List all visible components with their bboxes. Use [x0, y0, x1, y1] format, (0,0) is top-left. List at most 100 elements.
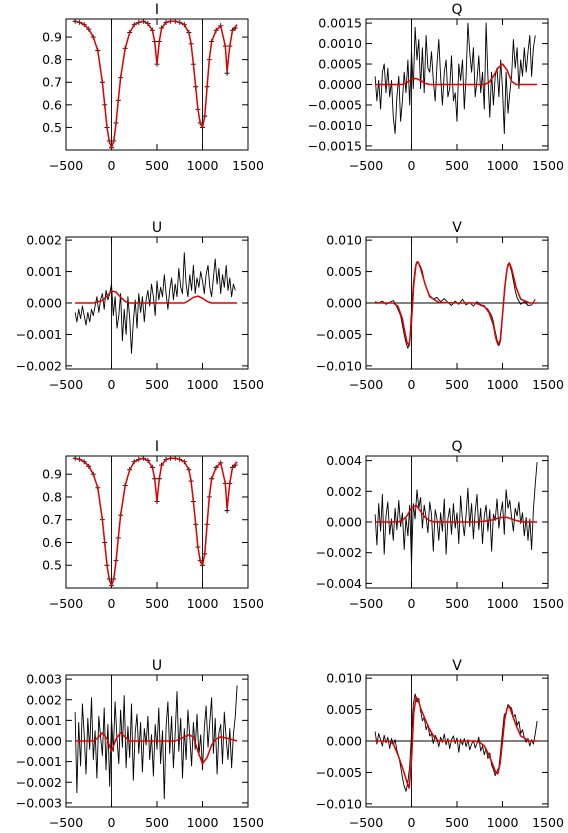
- observed-series-line: [74, 685, 238, 800]
- panel-3-u: U −500 0 500 1000 1500 −0.002 −0.001 0.000 0.001 0…: [16, 220, 264, 392]
- x-tick-label: −500: [349, 596, 383, 611]
- y-tick-label: 0.5: [42, 120, 62, 135]
- x-tick-label: 1000: [187, 377, 219, 392]
- x-tick-label: −500: [49, 815, 83, 829]
- observed-series-line: [374, 693, 538, 792]
- y-tick-label: −0.002: [16, 358, 62, 373]
- x-tick-label: 1000: [187, 815, 219, 829]
- x-tick-label: 0: [108, 815, 116, 829]
- x-tick-label: 1000: [187, 158, 219, 173]
- fit-series-line: [375, 261, 538, 347]
- y-tick-label: −0.003: [16, 795, 62, 810]
- fit-series-line: [75, 290, 238, 304]
- x-tick-label: 0: [408, 377, 416, 392]
- y-tick-label: 0.000: [26, 734, 62, 749]
- y-tick-label: −0.001: [16, 754, 62, 769]
- x-tick-label: −500: [349, 158, 383, 173]
- x-tick-label: 0: [108, 377, 116, 392]
- y-tick-label: 0.9: [42, 30, 62, 45]
- fit-series-line: [74, 20, 238, 149]
- y-tick-label: 0.002: [326, 484, 362, 499]
- panel-7-u: U −500 0 500 1000 1500 −0.003 −0.002 −0.001 0.000…: [16, 658, 264, 830]
- observed-series-line: [374, 261, 536, 349]
- y-tick-label: 0.005: [326, 264, 362, 279]
- x-tick-label: 1500: [232, 596, 264, 611]
- observed-series-line: [374, 462, 538, 566]
- y-tick-label: 0.000: [326, 515, 362, 530]
- y-tick-label: −0.005: [316, 765, 362, 780]
- panel-title: U: [152, 220, 162, 236]
- y-tick-label: 0.8: [42, 489, 62, 504]
- y-tick-label: −0.002: [316, 545, 362, 560]
- fit-series-line: [375, 504, 538, 523]
- y-tick-label: 0.000: [326, 296, 362, 311]
- panel-title: V: [452, 658, 462, 674]
- y-tick-label: −0.0015: [308, 138, 362, 153]
- y-tick-label: 0.003: [26, 672, 62, 687]
- x-tick-label: 1500: [232, 158, 264, 173]
- y-tick-label: 0.6: [42, 97, 62, 112]
- panel-1-i: I −500 0 500 1000 1500 0.5 0.6 0.7 0.8 0.9: [42, 2, 264, 173]
- y-tick-label: −0.004: [316, 576, 362, 591]
- x-tick-label: 500: [445, 815, 469, 829]
- x-tick-label: 0: [408, 815, 416, 829]
- y-tick-label: −0.005: [316, 327, 362, 342]
- y-tick-label: 0.0010: [318, 36, 362, 51]
- x-tick-label: −500: [49, 377, 83, 392]
- y-tick-label: −0.002: [16, 775, 62, 790]
- y-tick-label: 0.5: [42, 558, 62, 573]
- panel-title: V: [452, 220, 462, 236]
- y-tick-label: 0.002: [26, 233, 62, 248]
- x-tick-label: 0: [108, 596, 116, 611]
- panel-title: Q: [451, 439, 462, 455]
- x-tick-label: 1000: [187, 596, 219, 611]
- y-tick-label: 0.010: [326, 671, 362, 686]
- y-tick-label: 0.001: [26, 713, 62, 728]
- x-tick-label: 1500: [532, 815, 564, 829]
- y-tick-label: 0.9: [42, 467, 62, 482]
- y-tick-label: 0.0000: [318, 77, 362, 92]
- y-tick-label: −0.001: [16, 327, 62, 342]
- y-tick-label: 0.001: [26, 264, 62, 279]
- fit-series-line: [74, 457, 238, 587]
- x-tick-label: 500: [445, 158, 469, 173]
- x-tick-label: 500: [145, 377, 169, 392]
- x-tick-label: 500: [445, 377, 469, 392]
- fit-series-line: [375, 63, 538, 86]
- x-tick-label: 0: [408, 596, 416, 611]
- y-tick-label: −0.0005: [308, 97, 362, 112]
- x-tick-label: 500: [445, 596, 469, 611]
- y-tick-label: 0.0015: [318, 16, 362, 31]
- y-tick-label: 0.7: [42, 75, 62, 90]
- x-tick-label: 1000: [487, 815, 519, 829]
- y-tick-label: 0.000: [326, 734, 362, 749]
- y-tick-label: 0.005: [326, 702, 362, 717]
- x-tick-label: 500: [145, 815, 169, 829]
- x-tick-label: 1500: [532, 596, 564, 611]
- x-tick-label: 1500: [232, 815, 264, 829]
- x-tick-label: −500: [349, 377, 383, 392]
- x-tick-label: 500: [145, 596, 169, 611]
- x-tick-label: 1500: [532, 377, 564, 392]
- panel-2-q: Q −500 0 500 1000 1500 −0.0015 −0.0010 −0.0005 0.…: [308, 2, 564, 173]
- panel-title: I: [155, 439, 159, 455]
- y-tick-label: 0.6: [42, 535, 62, 550]
- y-tick-label: −0.010: [316, 358, 362, 373]
- x-tick-label: −500: [349, 815, 383, 829]
- x-tick-label: 1000: [487, 596, 519, 611]
- observed-series-line: [74, 252, 236, 354]
- panel-5-i: I −500 0 500 1000 1500 0.5 0.6 0.7 0.8 0.9: [42, 439, 264, 611]
- fit-series-line: [75, 732, 238, 765]
- panel-title: U: [152, 658, 162, 674]
- y-tick-label: 0.0005: [318, 57, 362, 72]
- panel-title: I: [155, 2, 159, 18]
- x-tick-label: −500: [49, 158, 83, 173]
- y-tick-label: 0.004: [326, 453, 362, 468]
- panel-6-q: Q −500 0 500 1000 1500 −0.004 −0.002 0.000 0.002 0…: [316, 439, 564, 611]
- observed-series-line: [374, 22, 536, 135]
- x-tick-label: 0: [408, 158, 416, 173]
- x-tick-label: 1000: [487, 158, 519, 173]
- x-tick-label: 1500: [532, 158, 564, 173]
